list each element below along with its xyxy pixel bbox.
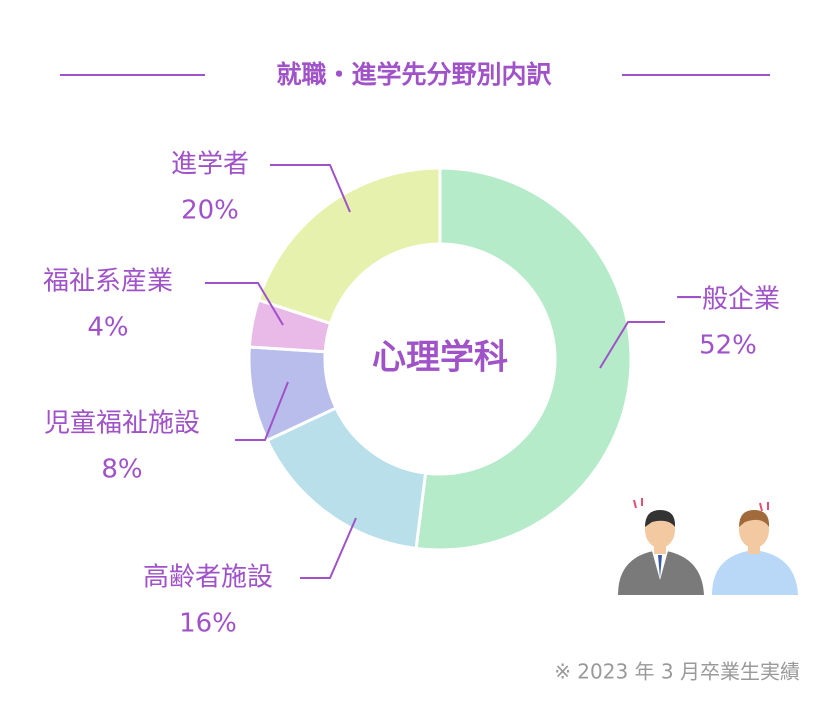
value-label: 8% bbox=[101, 455, 142, 485]
category-label: 福祉系産業 bbox=[43, 267, 173, 297]
leader-line bbox=[300, 517, 357, 579]
category-label: 高齢者施設 bbox=[143, 563, 273, 593]
center-label: 心理学科 bbox=[372, 338, 508, 378]
leader-line bbox=[270, 164, 351, 213]
value-label: 16% bbox=[179, 609, 237, 639]
category-label: 進学者 bbox=[171, 150, 249, 180]
value-label: 52% bbox=[699, 331, 757, 361]
category-label: 児童福祉施設 bbox=[44, 409, 200, 439]
value-label: 4% bbox=[87, 313, 128, 343]
chart-title: 就職・進学先分野別内訳 bbox=[276, 60, 552, 89]
illustration bbox=[618, 498, 798, 595]
category-label: 一般企業 bbox=[676, 285, 780, 315]
note: ※ 2023 年 3 月卒業生実績 bbox=[554, 660, 800, 684]
value-label: 20% bbox=[181, 196, 239, 226]
leader-line bbox=[599, 321, 665, 369]
leader-line bbox=[235, 381, 289, 441]
slice bbox=[256, 166, 442, 326]
slice bbox=[414, 166, 633, 552]
leader-line bbox=[205, 282, 284, 326]
